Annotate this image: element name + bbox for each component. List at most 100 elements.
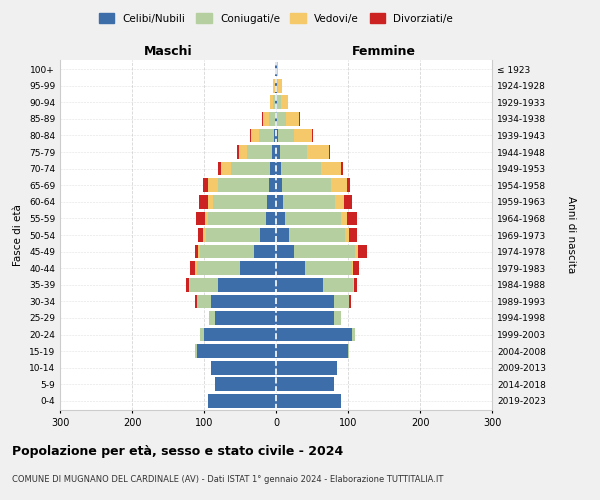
Y-axis label: Anni di nascita: Anni di nascita [566, 196, 575, 274]
Bar [250, 128, 251, 142]
Bar [208, 212, 266, 225]
Bar [294, 128, 312, 142]
Bar [196, 344, 197, 358]
Bar [277, 79, 278, 92]
Bar [331, 178, 347, 192]
Bar [358, 245, 367, 258]
Bar [276, 195, 283, 208]
Bar [320, 162, 341, 175]
Text: Femmine: Femmine [352, 44, 416, 58]
Bar [272, 146, 276, 159]
Bar [199, 195, 208, 208]
Bar [276, 378, 334, 391]
Bar [345, 228, 349, 242]
Bar [196, 212, 205, 225]
Bar [286, 112, 299, 126]
Bar [237, 146, 239, 159]
Bar [335, 195, 344, 208]
Bar [341, 162, 343, 175]
Bar [273, 79, 275, 92]
Bar [214, 195, 268, 208]
Bar [190, 278, 218, 291]
Bar [247, 146, 272, 159]
Bar [211, 294, 276, 308]
Bar [334, 294, 349, 308]
Bar [197, 294, 211, 308]
Bar [205, 212, 208, 225]
Bar [349, 228, 358, 242]
Bar [347, 178, 350, 192]
Bar [284, 212, 341, 225]
Bar [218, 178, 269, 192]
Bar [268, 195, 276, 208]
Bar [196, 262, 197, 275]
Bar [323, 278, 353, 291]
Bar [276, 262, 305, 275]
Bar [276, 394, 341, 407]
Bar [190, 262, 196, 275]
Bar [354, 278, 356, 291]
Bar [276, 162, 281, 175]
Bar [278, 79, 282, 92]
Bar [203, 228, 206, 242]
Bar [353, 262, 359, 275]
Bar [200, 245, 254, 258]
Bar [270, 96, 273, 109]
Legend: Celibi/Nubili, Coniugati/e, Vedovi/e, Divorziati/e: Celibi/Nubili, Coniugati/e, Vedovi/e, Di… [95, 9, 457, 28]
Bar [312, 128, 313, 142]
Bar [206, 228, 260, 242]
Bar [289, 228, 345, 242]
Bar [299, 112, 300, 126]
Bar [208, 178, 218, 192]
Bar [274, 128, 276, 142]
Bar [194, 294, 197, 308]
Bar [218, 162, 221, 175]
Bar [200, 328, 204, 342]
Bar [218, 278, 276, 291]
Bar [262, 112, 263, 126]
Bar [275, 96, 276, 109]
Bar [221, 162, 230, 175]
Bar [347, 212, 356, 225]
Bar [263, 112, 269, 126]
Bar [197, 262, 240, 275]
Bar [276, 62, 277, 76]
Bar [276, 178, 282, 192]
Bar [276, 96, 277, 109]
Bar [208, 394, 276, 407]
Bar [215, 378, 276, 391]
Bar [251, 128, 259, 142]
Bar [259, 128, 274, 142]
Bar [355, 245, 358, 258]
Bar [208, 195, 214, 208]
Bar [211, 361, 276, 374]
Bar [344, 195, 352, 208]
Bar [273, 96, 275, 109]
Bar [269, 112, 275, 126]
Bar [275, 112, 276, 126]
Bar [352, 262, 353, 275]
Bar [270, 162, 276, 175]
Bar [215, 311, 276, 324]
Bar [276, 146, 280, 159]
Bar [277, 62, 278, 76]
Bar [283, 195, 335, 208]
Bar [276, 128, 278, 142]
Bar [198, 245, 200, 258]
Bar [281, 162, 320, 175]
Bar [278, 128, 294, 142]
Bar [276, 328, 352, 342]
Bar [341, 212, 347, 225]
Bar [230, 162, 270, 175]
Bar [282, 178, 331, 192]
Text: COMUNE DI MUGNANO DEL CARDINALE (AV) - Dati ISTAT 1° gennaio 2024 - Elaborazione: COMUNE DI MUGNANO DEL CARDINALE (AV) - D… [12, 475, 443, 484]
Bar [186, 278, 189, 291]
Bar [276, 278, 323, 291]
Bar [275, 79, 276, 92]
Bar [269, 178, 276, 192]
Bar [204, 328, 276, 342]
Bar [280, 146, 307, 159]
Bar [276, 294, 334, 308]
Bar [277, 112, 286, 126]
Bar [348, 344, 349, 358]
